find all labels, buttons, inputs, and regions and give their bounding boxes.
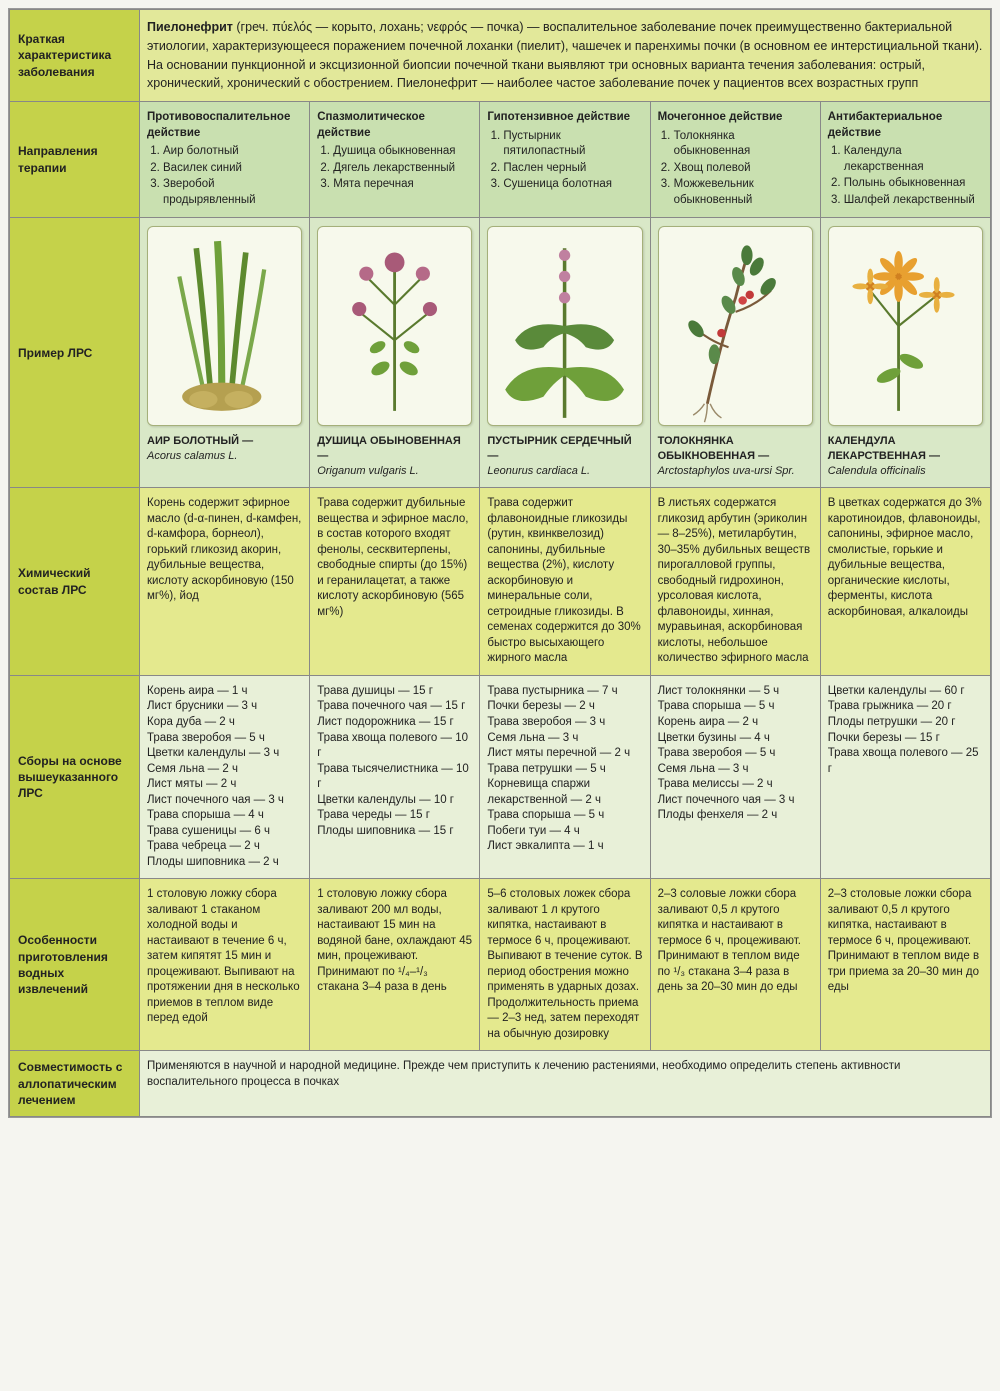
list-item: Хвощ полевой	[674, 161, 813, 177]
example-4: КАЛЕНДУЛА ЛЕКАРСТВЕННАЯ — Calendula offi…	[820, 218, 990, 488]
sbory-0: Корень аира — 1 ч Лист брусники — 3 ч Ко…	[140, 675, 310, 878]
chem-1: Трава содержит дубильные вещества и эфир…	[310, 488, 480, 676]
list-item: Василек синий	[163, 161, 302, 177]
plant-svg-leonurus	[488, 227, 641, 425]
compat-text: Применяются в научной и народной медицин…	[140, 1051, 991, 1117]
plant-card-origanum	[317, 226, 472, 426]
label-compat: Совместимость с аллопатическим лечением	[10, 1051, 140, 1117]
table: Краткая характеристика заболевания Пиело…	[9, 9, 991, 1117]
chem-3: В листьях содержатся гликозид арбутин (э…	[650, 488, 820, 676]
chem-2: Трава содержит флавоноидные гликозиды (р…	[480, 488, 650, 676]
list-item: Мята перечная	[333, 177, 472, 193]
example-1: ДУШИЦА ОБЫНОВЕННАЯ — Origanum vulgaris L…	[310, 218, 480, 488]
description-text: Пиелонефрит (греч. πύελός — корыто, лоха…	[140, 10, 991, 102]
label-description: Краткая характеристика заболевания	[10, 10, 140, 102]
list-item: Календула лекарственная	[844, 144, 983, 175]
therapy-col-2: Гипотензивное действие Пустырник пятилоп…	[480, 102, 650, 218]
sbory-3: Лист толокнянки — 5 ч Трава спорыша — 5 …	[650, 675, 820, 878]
plant-svg-origanum	[318, 227, 471, 425]
label-sbory: Сборы на основе вышеуказанного ЛРС	[10, 675, 140, 878]
plant-svg-arcto	[659, 227, 812, 425]
plant-svg-acorus	[148, 227, 301, 425]
row-therapy: Направления терапии Противовоспалительно…	[10, 102, 991, 218]
prep-3: 2–3 соловые ложки сбора заливают 0,5 л к…	[650, 879, 820, 1051]
row-prep: Особенности приготовления водных извлече…	[10, 879, 991, 1051]
plant-card-arctostaphylos	[658, 226, 813, 426]
list-item: Душица обыкновенная	[333, 144, 472, 160]
list-item: Можжевельник обыкновенный	[674, 177, 813, 208]
list-item: Толокнянка обыкновенная	[674, 129, 813, 160]
row-examples: Пример ЛРС АИР БОЛОТНЫЙ — Acorus calamus…	[10, 218, 991, 488]
plant-card-leonurus	[487, 226, 642, 426]
label-chem: Химический состав ЛРС	[10, 488, 140, 676]
list-item: Паслен черный	[503, 161, 642, 177]
row-compat: Совместимость с аллопатическим лечением …	[10, 1051, 991, 1117]
row-description: Краткая характеристика заболевания Пиело…	[10, 10, 991, 102]
row-chem: Химический состав ЛРС Корень содержит эф…	[10, 488, 991, 676]
list-item: Полынь обыкновенная	[844, 176, 983, 192]
list-item: Аир болотный	[163, 144, 302, 160]
plant-card-acorus	[147, 226, 302, 426]
list-item: Пустырник пятилопастный	[503, 129, 642, 160]
therapy-col-1: Спазмолитическое действие Душица обыкнов…	[310, 102, 480, 218]
chem-4: В цветках содержатся до 3% каротиноидов,…	[820, 488, 990, 676]
row-sbory: Сборы на основе вышеуказанного ЛРС Корен…	[10, 675, 991, 878]
list-item: Сушеница болотная	[503, 177, 642, 193]
therapy-col-4: Антибактериальное действие Календула лек…	[820, 102, 990, 218]
therapy-col-0: Противовоспалительное действие Аир болот…	[140, 102, 310, 218]
sbory-4: Цветки календулы — 60 г Трава грыжника —…	[820, 675, 990, 878]
label-examples: Пример ЛРС	[10, 218, 140, 488]
label-therapy: Направления терапии	[10, 102, 140, 218]
prep-4: 2–3 столовые ложки сбора заливают 0,5 л …	[820, 879, 990, 1051]
list-item: Зверобой продырявленный	[163, 177, 302, 208]
label-prep: Особенности приготовления водных извлече…	[10, 879, 140, 1051]
example-3: ТОЛОКНЯНКА ОБЫКНОВЕННАЯ — Arctostaphylos…	[650, 218, 820, 488]
prep-1: 1 столовую ложку сбора заливают 200 мл в…	[310, 879, 480, 1051]
plant-svg-calendula	[829, 227, 982, 425]
prep-0: 1 столовую ложку сбора заливают 1 стакан…	[140, 879, 310, 1051]
plant-card-calendula	[828, 226, 983, 426]
sbory-2: Трава пустырника — 7 ч Почки березы — 2 …	[480, 675, 650, 878]
chem-0: Корень содержит эфирное масло (d-α-пинен…	[140, 488, 310, 676]
medical-table: Краткая характеристика заболевания Пиело…	[8, 8, 992, 1118]
example-0: АИР БОЛОТНЫЙ — Acorus calamus L.	[140, 218, 310, 488]
sbory-1: Трава душицы — 15 г Трава почечного чая …	[310, 675, 480, 878]
prep-2: 5–6 столовых ложек сбора заливают 1 л кр…	[480, 879, 650, 1051]
example-2: ПУСТЫРНИК СЕРДЕЧНЫЙ — Leonurus cardiaca …	[480, 218, 650, 488]
list-item: Дягель лекарственный	[333, 161, 472, 177]
therapy-col-3: Мочегонное действие Толокнянка обыкновен…	[650, 102, 820, 218]
list-item: Шалфей лекарственный	[844, 193, 983, 209]
